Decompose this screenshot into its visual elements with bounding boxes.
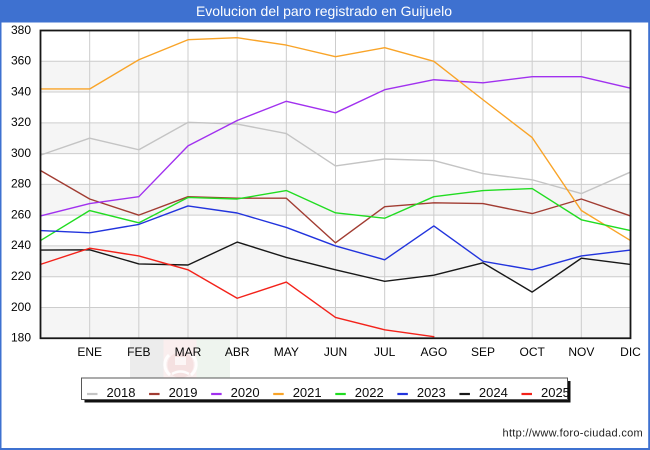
svg-text:380: 380 bbox=[11, 23, 31, 37]
svg-text:180: 180 bbox=[11, 331, 31, 345]
svg-text:JUL: JUL bbox=[374, 345, 396, 359]
svg-text:DIC: DIC bbox=[620, 345, 641, 359]
svg-text:2020: 2020 bbox=[231, 385, 260, 400]
svg-text:280: 280 bbox=[11, 177, 31, 191]
svg-text:FEB: FEB bbox=[127, 345, 150, 359]
svg-text:2018: 2018 bbox=[107, 385, 136, 400]
svg-text:300: 300 bbox=[11, 146, 31, 160]
svg-text:2021: 2021 bbox=[293, 385, 322, 400]
svg-text:240: 240 bbox=[11, 238, 31, 252]
svg-text:360: 360 bbox=[11, 54, 31, 68]
svg-text:2024: 2024 bbox=[479, 385, 508, 400]
svg-text:2023: 2023 bbox=[417, 385, 446, 400]
svg-text:OCT: OCT bbox=[519, 345, 545, 359]
svg-text:SEP: SEP bbox=[471, 345, 495, 359]
svg-text:ABR: ABR bbox=[225, 345, 250, 359]
svg-text:NOV: NOV bbox=[568, 345, 594, 359]
svg-text:JUN: JUN bbox=[324, 345, 347, 359]
svg-text:AGO: AGO bbox=[420, 345, 447, 359]
svg-text:220: 220 bbox=[11, 269, 31, 283]
svg-text:2025: 2025 bbox=[541, 385, 570, 400]
svg-text:MAY: MAY bbox=[274, 345, 299, 359]
svg-text:Evolucion del paro registrado: Evolucion del paro registrado en Guijuel… bbox=[196, 3, 452, 19]
svg-text:MAR: MAR bbox=[175, 345, 202, 359]
svg-text:http://www.foro-ciudad.com: http://www.foro-ciudad.com bbox=[503, 428, 643, 440]
svg-text:200: 200 bbox=[11, 300, 31, 314]
svg-text:260: 260 bbox=[11, 207, 31, 221]
svg-text:2022: 2022 bbox=[355, 385, 384, 400]
svg-text:320: 320 bbox=[11, 115, 31, 129]
svg-text:2019: 2019 bbox=[169, 385, 198, 400]
svg-text:ENE: ENE bbox=[77, 345, 102, 359]
svg-text:340: 340 bbox=[11, 84, 31, 98]
